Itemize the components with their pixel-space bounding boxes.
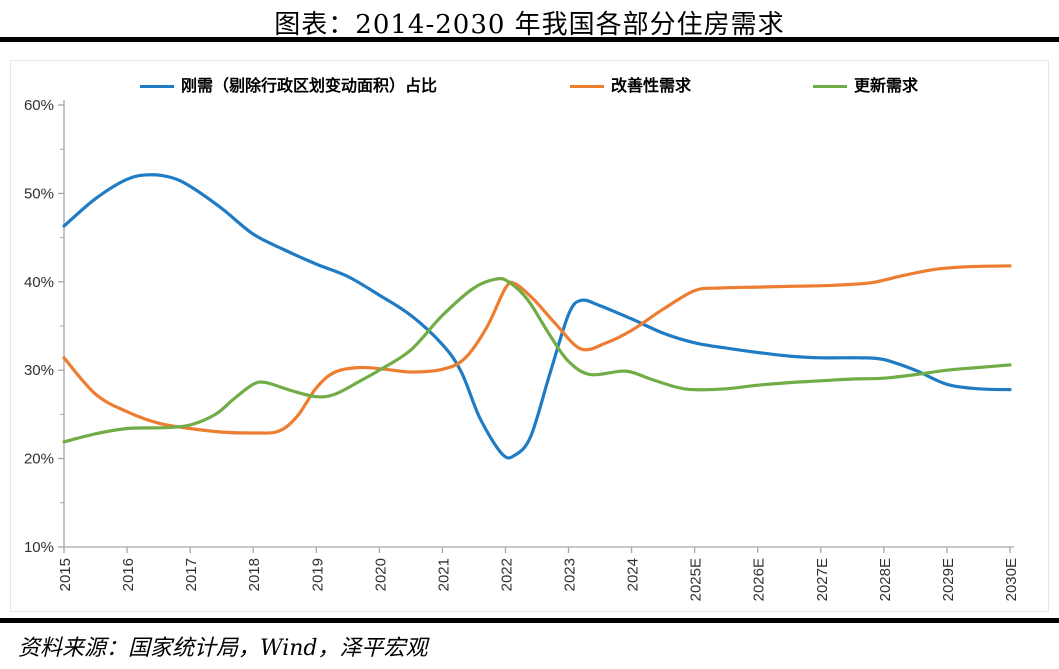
y-tick-label: 20% xyxy=(24,451,54,468)
y-tick-label: 40% xyxy=(24,274,54,291)
y-tick-label: 60% xyxy=(24,97,54,114)
footer-divider-bar xyxy=(0,618,1059,623)
source-note: 资料来源：国家统计局，Wind，泽平宏观 xyxy=(18,636,428,661)
improvement-demand-line-swatch xyxy=(570,84,604,88)
x-tick-label: 2021 xyxy=(435,558,452,591)
legend-item-rigid-demand: 刚需（剔除行政区划变动面积）占比 xyxy=(140,76,437,96)
x-tick-label: 2026E xyxy=(751,558,768,601)
y-tick-label: 50% xyxy=(24,185,54,202)
renewal-demand-line xyxy=(62,277,1012,444)
x-tick-label: 2024 xyxy=(625,558,642,591)
x-tick-label: 2022 xyxy=(498,558,515,591)
chart-panel xyxy=(10,60,1049,612)
x-tick-label: 2023 xyxy=(562,558,579,591)
rigid-demand-line-swatch xyxy=(140,84,174,88)
title-divider-bar xyxy=(0,37,1059,42)
x-tick-label: 2017 xyxy=(183,558,200,591)
x-tick-label: 2025E xyxy=(688,558,705,601)
rigid-demand-line xyxy=(62,173,1012,460)
renewal-demand-line-swatch xyxy=(813,84,847,88)
legend-item-improvement-demand: 改善性需求 xyxy=(570,76,691,96)
legend-label-rigid-demand: 刚需（剔除行政区划变动面积）占比 xyxy=(181,76,438,95)
x-tick-label: 2016 xyxy=(120,558,137,591)
legend-item-renewal-demand: 更新需求 xyxy=(813,76,918,96)
y-tick-label: 10% xyxy=(24,539,54,556)
x-tick-label: 2029E xyxy=(940,558,957,601)
x-tick-label: 2018 xyxy=(246,558,263,591)
x-tick-label: 2020 xyxy=(372,558,389,591)
x-tick-label: 2015 xyxy=(57,558,74,591)
x-tick-label: 2027E xyxy=(814,558,831,601)
legend-label-improvement-demand: 改善性需求 xyxy=(611,76,692,95)
x-tick-label: 2030E xyxy=(1003,558,1020,601)
improvement-demand-line xyxy=(62,264,1012,435)
page-title: 图表：2014-2030 年我国各部分住房需求 xyxy=(274,10,785,40)
y-tick-label: 30% xyxy=(24,362,54,379)
x-tick-label: 2028E xyxy=(877,558,894,601)
x-tick-label: 2019 xyxy=(309,558,326,591)
legend-label-renewal-demand: 更新需求 xyxy=(854,76,919,95)
